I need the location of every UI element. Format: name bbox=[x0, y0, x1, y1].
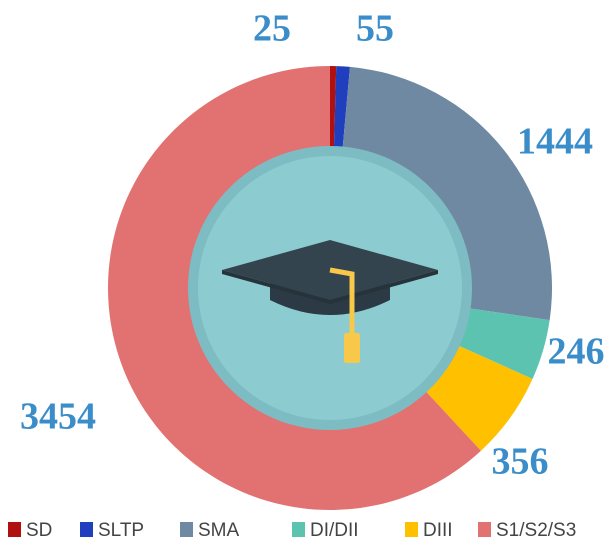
slice bbox=[107, 66, 481, 511]
data-label: 25 bbox=[253, 8, 291, 50]
data-label: 1444 bbox=[517, 121, 593, 163]
slice bbox=[418, 341, 533, 451]
legend-label: SD bbox=[26, 520, 52, 541]
data-label: 55 bbox=[356, 8, 394, 50]
data-label: 3454 bbox=[20, 396, 96, 438]
legend-swatch bbox=[292, 522, 305, 537]
legend-swatch bbox=[405, 522, 418, 537]
slice bbox=[333, 66, 350, 159]
legend-swatch bbox=[8, 522, 21, 537]
legend-label: DIII bbox=[423, 520, 453, 541]
legend-label: SLTP bbox=[98, 520, 144, 541]
legend-label: S1/S2/S3 bbox=[496, 520, 576, 541]
legend-swatch bbox=[180, 522, 193, 537]
slice bbox=[448, 306, 550, 379]
legend-swatch bbox=[478, 522, 491, 537]
data-labels: 25 55 1444 246 356 3454 bbox=[20, 8, 605, 483]
legend-label: DI/DII bbox=[310, 520, 359, 541]
legend: SD SLTP SMA DI/DII DIII S1/S2/S3 bbox=[8, 520, 576, 541]
donut bbox=[107, 66, 552, 511]
slice bbox=[341, 66, 552, 321]
legend-swatch bbox=[80, 522, 93, 537]
data-label: 356 bbox=[492, 441, 549, 483]
data-label: 246 bbox=[548, 331, 605, 373]
graduation-cap-icon bbox=[222, 240, 438, 363]
legend-label: SMA bbox=[198, 520, 240, 541]
slice bbox=[330, 66, 337, 159]
